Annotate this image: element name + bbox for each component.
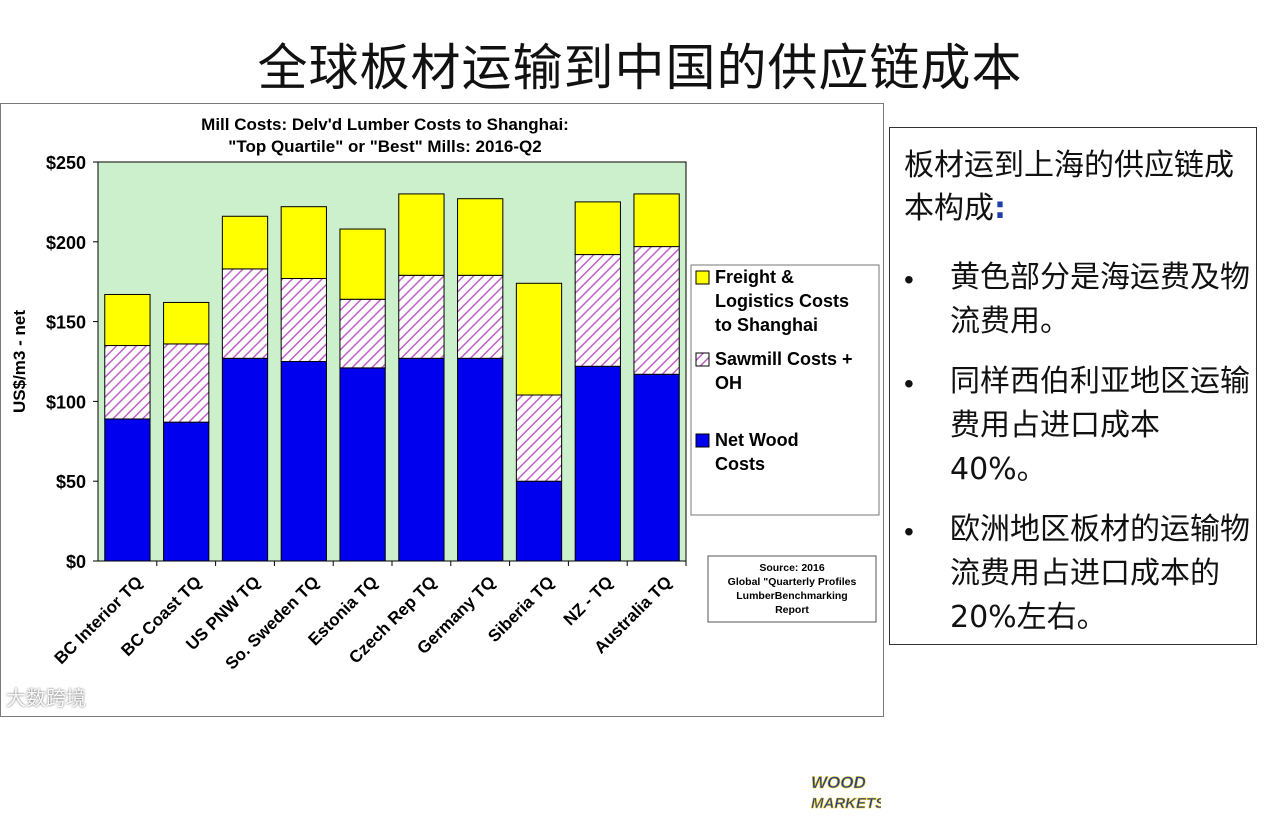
bar-sawmill	[515, 394, 563, 482]
source-note-line: LumberBenchmarking	[736, 590, 847, 602]
y-tick-label: $50	[56, 472, 86, 492]
bar-sawmill	[104, 345, 151, 420]
bar-freight	[339, 228, 386, 300]
summary-heading-colon: :	[994, 191, 1006, 226]
y-tick-label: $0	[66, 552, 86, 572]
bar-freight	[574, 201, 621, 256]
bullet-siberia: 同样西伯利亚地区运输费用占进口成本40%。	[950, 364, 1250, 487]
legend-label: Net Wood	[715, 430, 799, 450]
bar-sawmill	[339, 298, 386, 369]
x-category-label: NZ - TQ	[560, 572, 617, 629]
legend-label: Logistics Costs	[715, 291, 849, 311]
bar-net-wood	[457, 357, 504, 562]
summary-box: 板材运到上海的供应链成本构成: • 黄色部分是海运费及物流费用。 • 同样西伯利…	[889, 127, 1257, 645]
bar-net-wood	[515, 480, 563, 562]
woodmarkets-logo: WOOD MARKETS	[811, 773, 881, 813]
y-tick-label: $100	[46, 392, 86, 412]
source-note-line: Global "Quarterly Profiles	[728, 576, 857, 588]
legend-swatch-net-wood	[695, 433, 710, 448]
bar-net-wood	[280, 361, 327, 562]
watermark: 大数跨境	[6, 686, 86, 710]
bullet-dot: •	[904, 516, 914, 547]
bar-freight	[163, 301, 210, 345]
bar-sawmill	[221, 268, 269, 359]
logo-text-bottom: MARKETS	[811, 795, 881, 812]
bar-freight	[104, 293, 151, 347]
bar-sawmill	[163, 343, 210, 423]
bar-net-wood	[221, 357, 269, 562]
chart-panel: Mill Costs: Delv'd Lumber Costs to Shang…	[0, 103, 884, 812]
legend-label: Costs	[715, 454, 765, 474]
legend-label: OH	[715, 373, 742, 393]
source-note-line: Source: 2016	[759, 562, 825, 574]
bar-sawmill	[457, 274, 504, 359]
logo-text-top: WOOD	[811, 773, 866, 792]
y-tick-label: $250	[46, 153, 86, 173]
y-tick-label: $150	[46, 313, 86, 333]
bullet-dot: •	[904, 368, 914, 399]
bar-net-wood	[104, 418, 151, 562]
bullet-dot: •	[904, 264, 914, 295]
bar-net-wood	[163, 421, 210, 562]
source-note-line: Report	[775, 604, 809, 616]
bar-freight	[280, 206, 327, 280]
legend-label: Freight &	[715, 267, 794, 287]
bar-freight	[633, 193, 680, 248]
bar-sawmill	[574, 254, 621, 367]
legend-swatch-freight	[695, 270, 710, 285]
y-axis-label: US$/m3 - net	[10, 310, 29, 413]
summary-heading-text: 板材运到上海的供应链成本构成	[904, 148, 1234, 226]
bar-freight	[221, 215, 269, 270]
legend-box	[690, 264, 880, 516]
legend-label: Sawmill Costs +	[715, 349, 853, 369]
chart-title-line1: Mill Costs: Delv'd Lumber Costs to Shang…	[201, 115, 569, 134]
slide-title: 全球板材运输到中国的供应链成本	[257, 39, 1023, 97]
bar-sawmill	[280, 278, 327, 362]
bullet-freight-share: 黄色部分是海运费及物流费用。	[950, 260, 1250, 339]
bar-sawmill	[398, 274, 445, 359]
bar-net-wood	[398, 357, 445, 562]
bar-freight	[457, 198, 504, 276]
bar-net-wood	[574, 365, 621, 562]
bar-freight	[515, 282, 563, 396]
y-tick-label: $200	[46, 233, 86, 253]
bar-sawmill	[633, 246, 680, 375]
summary-heading: 板材运到上海的供应链成本构成:	[904, 144, 1244, 230]
legend-swatch-sawmill	[695, 352, 710, 367]
bar-net-wood	[633, 373, 680, 562]
stacked-bar-chart: Mill Costs: Delv'd Lumber Costs to Shang…	[10, 115, 880, 673]
bar-net-wood	[339, 367, 386, 562]
chart-title-line2: "Top Quartile" or "Best" Mills: 2016-Q2	[228, 137, 541, 156]
legend-label: to Shanghai	[715, 315, 818, 335]
bar-freight	[398, 193, 445, 276]
bullet-europe: 欧洲地区板材的运输物流费用占进口成本的20%左右。	[950, 512, 1250, 635]
source-note-box	[707, 555, 877, 623]
